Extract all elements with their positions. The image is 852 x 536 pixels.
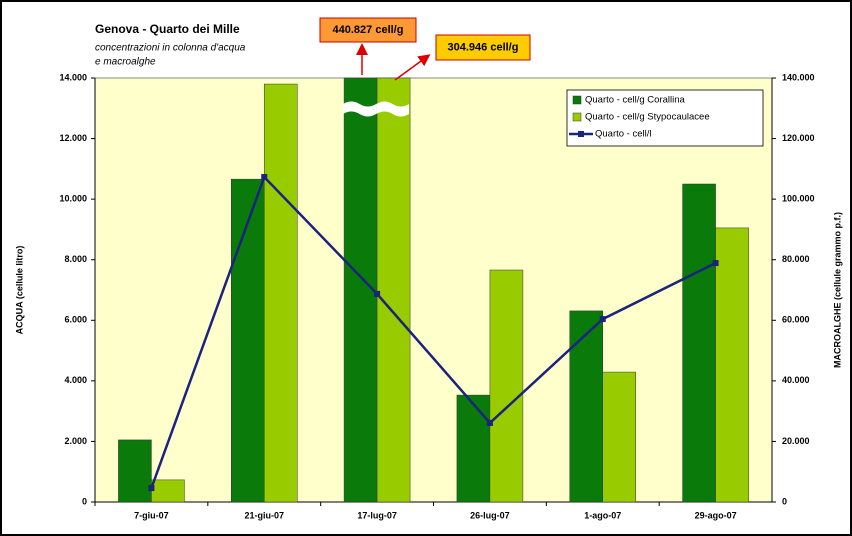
line (150, 174, 717, 489)
chart-subtitle: concentrazioni in colonna d'acqua (95, 43, 246, 54)
y2-tick-label: 80.000 (782, 254, 810, 264)
x-tick-label: 21-giu-07 (244, 510, 284, 520)
bar (489, 269, 524, 503)
line-marker (712, 260, 719, 267)
x-tick-label: 17-lug-07 (357, 510, 397, 520)
y2-tick-label: 120.000 (782, 133, 815, 143)
bar (602, 371, 636, 503)
value-label: 304.946 cell/g (448, 41, 519, 53)
callout-box (435, 34, 531, 61)
y-axis-label: ACQUA (cellule litro) (14, 246, 24, 335)
y2-tick-label: 100.000 (782, 194, 815, 204)
y-tick-label: 0 (82, 496, 87, 506)
y2-tick-label: 60.000 (782, 315, 810, 325)
y-tick-label: 2.000 (64, 436, 87, 446)
bar (682, 183, 716, 503)
x-tick-label: 7-giu-07 (134, 510, 169, 520)
x-tick-label: 29-ago-07 (695, 510, 737, 520)
legend-swatch (572, 112, 582, 122)
x-tick-label: 1-ago-07 (584, 510, 621, 520)
legend-label: Quarto - cell/g Stypocaulacee (585, 112, 710, 123)
axis-break (376, 101, 410, 117)
bar (715, 227, 749, 503)
y-tick-label: 8.000 (64, 254, 87, 264)
y2-tick-label: 20.000 (782, 436, 810, 446)
x-tick-label: 26-lug-07 (470, 510, 510, 520)
y-tick-label: 10.000 (59, 194, 87, 204)
y2-axis-label: MACROALGHE (cellule grammo p.f.) (832, 212, 842, 368)
line-marker (261, 174, 268, 181)
y2-tick-label: 40.000 (782, 375, 810, 385)
value-label: 440.827 cell/g (333, 24, 404, 36)
chart-subtitle: e macroalghe (95, 57, 156, 68)
bar (118, 439, 152, 503)
line-marker (486, 419, 493, 426)
bar (569, 310, 603, 503)
line-marker (374, 290, 381, 297)
legend-label: Quarto - cell/l (595, 129, 652, 140)
y-tick-label: 12.000 (59, 133, 87, 143)
bar (231, 178, 265, 503)
y2-tick-label: 0 (782, 496, 787, 506)
bar (264, 83, 298, 503)
bar (456, 394, 491, 503)
legend-label: Quarto - cell/g Corallina (585, 95, 686, 106)
legend-box (566, 89, 764, 147)
y-tick-label: 6.000 (64, 315, 87, 325)
y-tick-label: 4.000 (64, 375, 87, 385)
callout-arrow (394, 54, 431, 81)
line-marker (599, 316, 606, 323)
bar (376, 77, 411, 503)
callout-box (319, 17, 417, 43)
legend-swatch (572, 95, 582, 105)
axis-break (343, 101, 377, 117)
y2-tick-label: 140.000 (782, 72, 815, 82)
chart-title: Genova - Quarto dei Mille (95, 22, 240, 36)
y-tick-label: 14.000 (59, 72, 87, 82)
bar (151, 479, 185, 503)
legend-swatch (578, 131, 584, 137)
line-marker (148, 485, 155, 492)
